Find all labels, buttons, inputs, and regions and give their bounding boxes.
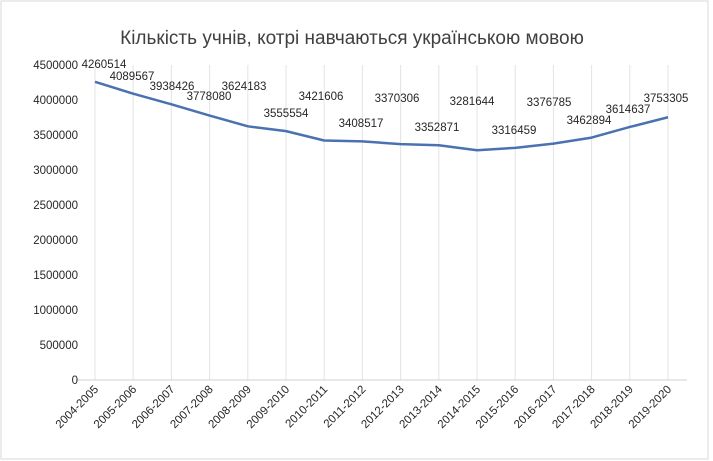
data-label: 3624183	[222, 81, 267, 93]
data-label: 4089567	[110, 71, 155, 83]
data-label: 3408517	[339, 118, 384, 130]
data-label: 4260514	[82, 59, 127, 71]
data-label: 3555554	[264, 108, 309, 120]
chart-title: Кількість учнів, котрі навчаються україн…	[120, 28, 584, 49]
data-label: 3462894	[567, 115, 612, 127]
y-tick-label: 4500000	[33, 60, 78, 72]
data-label: 3753305	[644, 93, 689, 105]
y-tick-label: 4000000	[33, 95, 78, 107]
data-label: 3778080	[187, 91, 232, 103]
y-tick-label: 1500000	[33, 270, 78, 282]
data-label: 3316459	[492, 125, 537, 137]
data-label: 3376785	[527, 97, 572, 109]
data-label: 3352871	[415, 122, 460, 134]
y-tick-label: 2500000	[33, 200, 78, 212]
y-tick-label: 2000000	[33, 235, 78, 247]
y-tick-label: 0	[72, 375, 78, 387]
y-tick-label: 3000000	[33, 165, 78, 177]
data-label: 3614637	[606, 104, 651, 116]
data-label: 3281644	[450, 96, 495, 108]
data-label: 3421606	[299, 91, 344, 103]
y-tick-label: 500000	[40, 340, 78, 352]
y-tick-label: 1000000	[33, 305, 78, 317]
y-tick-label: 3500000	[33, 130, 78, 142]
data-label: 3370306	[375, 93, 420, 105]
series-line	[94, 80, 669, 152]
data-label: 3938426	[150, 81, 195, 93]
